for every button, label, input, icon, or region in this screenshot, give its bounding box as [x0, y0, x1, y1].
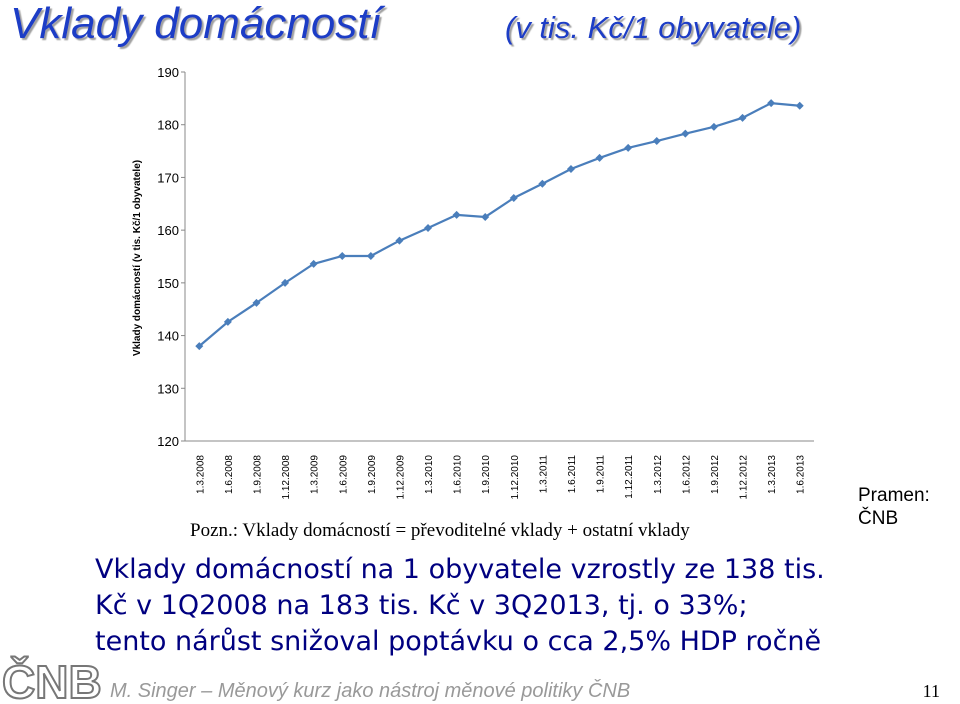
slide-title: Vklady domácností [10, 0, 386, 48]
x-tick-label: 1.12.2009 [395, 455, 406, 500]
marker [223, 317, 232, 326]
x-tick-label: 1.3.2009 [310, 455, 321, 494]
marker [795, 101, 804, 110]
marker [624, 143, 633, 152]
footer: M. Singer – Měnový kurz jako nástroj měn… [110, 679, 630, 702]
x-tick-label: 1.6.2010 [453, 455, 464, 494]
marker [338, 251, 347, 260]
x-tick-label: 1.12.2008 [281, 455, 292, 500]
slide-subtitle: (v tis. Kč/1 obyvatele) [505, 10, 801, 45]
marker [481, 212, 490, 221]
x-tick-label: 1.6.2009 [338, 455, 349, 494]
x-tick-label: 1.9.2009 [367, 455, 378, 494]
x-tick-label: 1.3.2013 [767, 455, 778, 494]
x-tick-label: 1.3.2010 [424, 455, 435, 494]
page-number: 11 [923, 681, 940, 701]
x-tick-label: 1.9.2011 [596, 455, 607, 494]
y-tick-label: 190 [157, 65, 179, 80]
x-tick-label: 1.9.2010 [481, 455, 492, 494]
marker [366, 251, 375, 260]
x-tick-label: 1.6.2013 [796, 455, 807, 494]
x-tick-label: 1.12.2010 [510, 455, 521, 500]
line [198, 101, 800, 347]
y-tick-label: 170 [157, 170, 179, 185]
y-tick-label: 120 [157, 434, 179, 449]
marker [566, 164, 575, 173]
marker [195, 342, 204, 351]
y-tick-label: 150 [157, 276, 179, 291]
x-tick-label: 1.9.2012 [710, 455, 721, 494]
marker [767, 99, 776, 108]
y-tick-label: 160 [157, 223, 179, 238]
source-box: Pramen: ČNB [858, 485, 930, 529]
marker [652, 137, 661, 146]
marker [595, 153, 604, 162]
y-tick-label: 130 [157, 381, 179, 396]
marker [738, 113, 747, 122]
marker [252, 298, 261, 307]
marker [538, 179, 547, 188]
x-tick-label: 1.12.2012 [739, 455, 750, 500]
x-tick-label: 1.3.2011 [538, 455, 549, 494]
source: Pramen: ČNB [858, 485, 930, 529]
marker [424, 224, 433, 233]
x-tick-label: 1.6.2012 [681, 455, 692, 494]
x-tick-label: 1.3.2012 [653, 455, 664, 494]
y-tick-label: 140 [157, 329, 179, 344]
marker [281, 278, 290, 287]
marker [681, 129, 690, 138]
y-tick-label: 180 [157, 118, 179, 133]
y-axis-label: Vklady domácností (v tis. Kč/1 obyvatele… [132, 160, 143, 356]
x-tick-label: 1.12.2011 [624, 455, 635, 499]
x-tick-label: 1.3.2008 [195, 455, 206, 494]
x-tick-label: 1.9.2008 [252, 455, 263, 494]
marker [709, 122, 718, 131]
note: Pozn.: Vklady domácností = převoditelné … [190, 520, 690, 541]
marker [395, 236, 404, 245]
x-tick-label: 1.6.2011 [567, 455, 578, 494]
body-line: Kč v 1Q2008 na 183 tis. Kč v 3Q2013, tj.… [95, 590, 748, 621]
logo: ČNB [2, 656, 102, 704]
marker [452, 210, 461, 219]
body-line: Vklady domácností na 1 obyvatele vzrostl… [95, 554, 825, 585]
body-line: tento nárůst snižoval poptávku o cca 2,5… [95, 626, 821, 657]
marker [509, 193, 518, 202]
marker [309, 259, 318, 268]
x-tick-label: 1.6.2008 [224, 455, 235, 494]
body-text: Vklady domácností na 1 obyvatele vzrostl… [95, 554, 825, 657]
